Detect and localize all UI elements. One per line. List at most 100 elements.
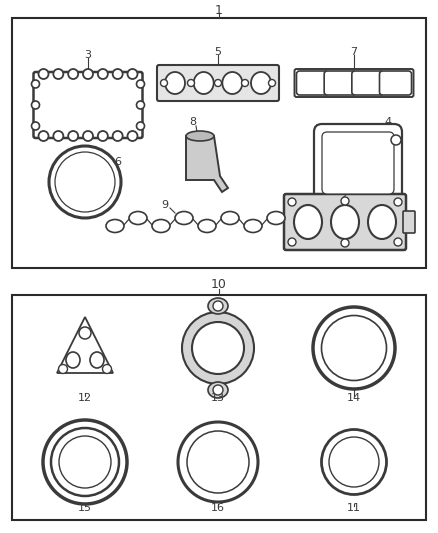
Ellipse shape <box>51 428 119 496</box>
Ellipse shape <box>194 72 214 94</box>
Circle shape <box>187 79 194 86</box>
FancyBboxPatch shape <box>322 132 394 194</box>
Ellipse shape <box>208 382 228 398</box>
FancyBboxPatch shape <box>284 194 406 250</box>
FancyBboxPatch shape <box>157 65 279 101</box>
Ellipse shape <box>192 322 244 374</box>
Ellipse shape <box>129 212 147 224</box>
Ellipse shape <box>244 220 262 232</box>
Text: 6: 6 <box>114 157 121 167</box>
Ellipse shape <box>55 152 115 212</box>
FancyBboxPatch shape <box>297 71 328 95</box>
FancyBboxPatch shape <box>324 71 356 95</box>
FancyBboxPatch shape <box>403 211 415 233</box>
Text: 15: 15 <box>78 503 92 513</box>
Ellipse shape <box>198 220 216 232</box>
Ellipse shape <box>251 72 271 94</box>
Circle shape <box>68 131 78 141</box>
Circle shape <box>127 69 138 79</box>
Text: 16: 16 <box>211 503 225 513</box>
Ellipse shape <box>313 307 395 389</box>
Ellipse shape <box>186 131 214 141</box>
Circle shape <box>391 135 401 145</box>
Text: 1: 1 <box>215 4 223 17</box>
Circle shape <box>83 131 93 141</box>
Circle shape <box>288 198 296 206</box>
Text: 13: 13 <box>211 393 225 403</box>
Text: 3: 3 <box>85 50 92 60</box>
Circle shape <box>53 69 64 79</box>
Ellipse shape <box>187 431 249 493</box>
Ellipse shape <box>59 436 111 488</box>
Circle shape <box>127 131 138 141</box>
Bar <box>12 18 426 268</box>
Circle shape <box>213 385 223 395</box>
Circle shape <box>32 101 39 109</box>
Circle shape <box>215 79 222 86</box>
Circle shape <box>59 365 67 374</box>
Circle shape <box>341 197 349 205</box>
Text: 4: 4 <box>385 117 392 127</box>
Circle shape <box>213 301 223 311</box>
Circle shape <box>394 198 402 206</box>
Ellipse shape <box>221 212 239 224</box>
Ellipse shape <box>165 72 185 94</box>
Ellipse shape <box>49 146 121 218</box>
Text: 11: 11 <box>347 503 361 513</box>
FancyBboxPatch shape <box>352 71 384 95</box>
Ellipse shape <box>331 205 359 239</box>
Text: 5: 5 <box>215 47 222 57</box>
Circle shape <box>268 79 276 86</box>
Ellipse shape <box>66 352 80 368</box>
Circle shape <box>53 131 64 141</box>
FancyBboxPatch shape <box>294 69 413 97</box>
Circle shape <box>98 69 108 79</box>
Circle shape <box>32 80 39 88</box>
Circle shape <box>288 238 296 246</box>
Ellipse shape <box>178 422 258 502</box>
Text: 10: 10 <box>211 279 227 292</box>
Circle shape <box>32 122 39 130</box>
Ellipse shape <box>182 312 254 384</box>
FancyBboxPatch shape <box>314 124 402 202</box>
Ellipse shape <box>175 212 193 224</box>
Ellipse shape <box>152 220 170 232</box>
Bar <box>12 295 426 520</box>
Circle shape <box>137 101 145 109</box>
Circle shape <box>39 131 49 141</box>
Polygon shape <box>57 317 113 373</box>
Circle shape <box>394 238 402 246</box>
Circle shape <box>137 122 145 130</box>
Ellipse shape <box>329 437 379 487</box>
FancyBboxPatch shape <box>379 71 411 95</box>
Circle shape <box>79 327 91 339</box>
Circle shape <box>83 69 93 79</box>
Circle shape <box>98 131 108 141</box>
Ellipse shape <box>267 212 285 224</box>
Ellipse shape <box>106 220 124 232</box>
Text: 2: 2 <box>342 190 349 200</box>
Ellipse shape <box>321 430 386 495</box>
Ellipse shape <box>223 72 242 94</box>
Text: 12: 12 <box>78 393 92 403</box>
FancyBboxPatch shape <box>33 72 142 138</box>
Text: 7: 7 <box>350 47 357 57</box>
Circle shape <box>39 69 49 79</box>
Ellipse shape <box>294 205 322 239</box>
Text: 8: 8 <box>190 117 197 127</box>
Circle shape <box>68 69 78 79</box>
Circle shape <box>113 69 123 79</box>
Polygon shape <box>186 136 228 192</box>
Text: 14: 14 <box>347 393 361 403</box>
Ellipse shape <box>368 205 396 239</box>
Ellipse shape <box>43 420 127 504</box>
Text: 9: 9 <box>162 200 169 210</box>
Circle shape <box>113 131 123 141</box>
Circle shape <box>102 365 112 374</box>
Circle shape <box>241 79 248 86</box>
Circle shape <box>341 239 349 247</box>
Circle shape <box>160 79 167 86</box>
Circle shape <box>137 80 145 88</box>
Ellipse shape <box>90 352 104 368</box>
Ellipse shape <box>321 316 386 381</box>
